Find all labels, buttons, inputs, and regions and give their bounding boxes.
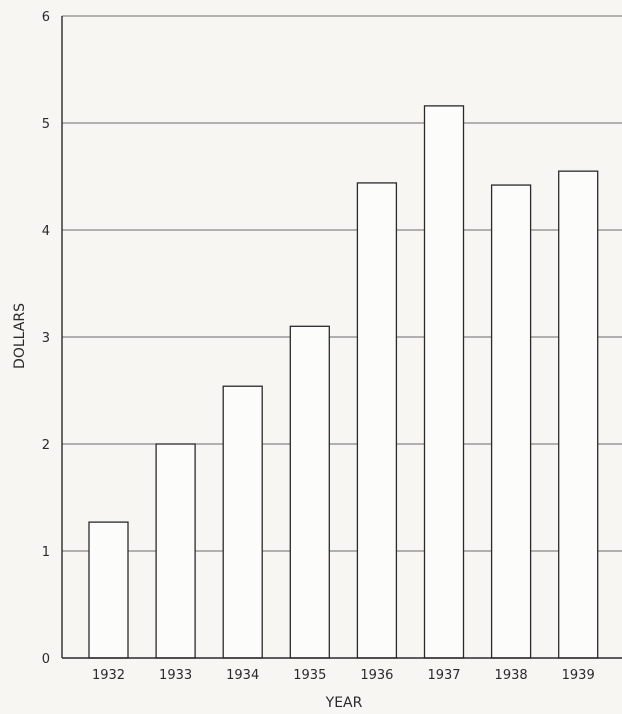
y-tick-label: 4 <box>42 224 50 239</box>
y-tick-label: 6 <box>42 10 50 25</box>
y-tick-labels: 0 1 2 3 4 5 6 <box>42 10 50 667</box>
bar <box>558 170 599 659</box>
x-tick-label: 1935 <box>293 668 326 683</box>
bar <box>490 184 532 659</box>
y-tick-label: 3 <box>42 331 50 346</box>
axes <box>61 16 622 659</box>
x-tick-label: 1933 <box>159 668 192 683</box>
gridlines <box>62 15 622 552</box>
y-axis-title: DOLLARS <box>12 303 28 369</box>
y-tick-label: 1 <box>42 545 50 560</box>
bar <box>356 182 398 659</box>
x-axis-title: YEAR <box>325 695 363 711</box>
x-tick-label: 1939 <box>562 668 595 683</box>
x-tick-label: 1934 <box>226 668 259 683</box>
x-tick-labels: 1932 1933 1934 1935 1936 1937 1938 1939 <box>92 668 595 683</box>
bars <box>88 105 599 659</box>
y-tick-label: 2 <box>42 438 50 453</box>
x-tick-label: 1932 <box>92 668 125 683</box>
x-tick-label: 1936 <box>360 668 393 683</box>
bar <box>289 325 330 659</box>
y-tick-label: 5 <box>42 117 50 132</box>
bar <box>155 443 196 659</box>
bar <box>423 105 465 659</box>
bar <box>88 521 129 659</box>
bar <box>222 385 263 659</box>
x-tick-label: 1937 <box>427 668 460 683</box>
y-tick-label: 0 <box>42 652 50 667</box>
x-tick-label: 1938 <box>495 668 528 683</box>
